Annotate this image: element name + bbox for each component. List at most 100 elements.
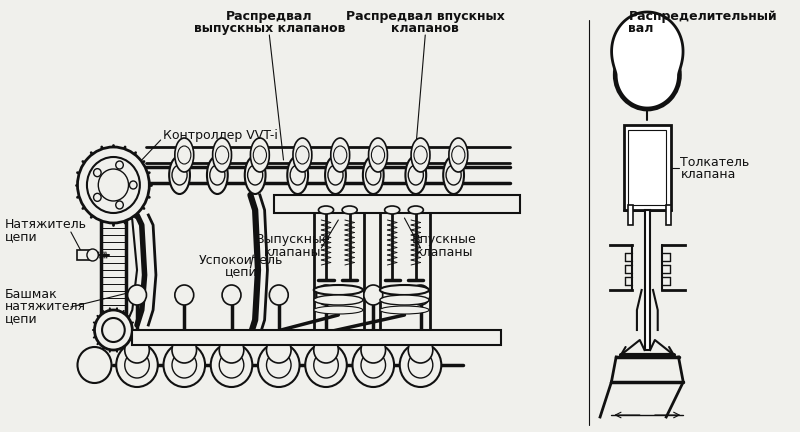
Ellipse shape (250, 138, 270, 172)
Ellipse shape (369, 138, 387, 172)
Ellipse shape (406, 156, 426, 194)
Ellipse shape (411, 138, 430, 172)
Ellipse shape (247, 165, 262, 185)
Circle shape (219, 352, 244, 378)
Polygon shape (612, 12, 683, 108)
Circle shape (87, 157, 140, 213)
Ellipse shape (296, 146, 309, 164)
Text: Успокоитель: Успокоитель (198, 254, 283, 267)
Ellipse shape (371, 146, 385, 164)
Ellipse shape (325, 156, 346, 194)
Ellipse shape (207, 156, 228, 194)
Circle shape (353, 343, 394, 387)
Text: Контроллер VVT-i: Контроллер VVT-i (162, 128, 278, 142)
Circle shape (125, 337, 150, 363)
Circle shape (87, 249, 98, 261)
Ellipse shape (213, 138, 231, 172)
Text: клапана: клапана (681, 168, 736, 181)
Circle shape (258, 343, 299, 387)
Ellipse shape (334, 146, 347, 164)
Circle shape (94, 194, 101, 201)
Circle shape (78, 147, 150, 223)
Circle shape (127, 285, 146, 305)
Circle shape (116, 343, 158, 387)
Circle shape (94, 168, 101, 177)
Circle shape (172, 352, 197, 378)
Ellipse shape (245, 156, 266, 194)
Circle shape (364, 285, 382, 305)
Ellipse shape (178, 146, 191, 164)
Ellipse shape (314, 295, 363, 305)
Circle shape (210, 343, 252, 387)
Text: Впускные: Впускные (412, 234, 477, 247)
Text: клапаны: клапаны (415, 245, 473, 258)
Ellipse shape (380, 295, 429, 305)
Bar (646, 210, 650, 350)
Circle shape (314, 337, 338, 363)
Circle shape (361, 337, 386, 363)
Ellipse shape (443, 156, 464, 194)
Circle shape (408, 337, 433, 363)
Text: Толкатель: Толкатель (681, 156, 750, 168)
Circle shape (266, 337, 291, 363)
Ellipse shape (215, 146, 229, 164)
Bar (629, 205, 633, 225)
Ellipse shape (446, 165, 461, 185)
Circle shape (116, 161, 123, 169)
Ellipse shape (342, 206, 358, 214)
Ellipse shape (287, 156, 308, 194)
Circle shape (172, 337, 197, 363)
Text: клапаны: клапаны (264, 245, 322, 258)
Text: цепи: цепи (225, 266, 258, 279)
Ellipse shape (366, 165, 381, 185)
Circle shape (130, 181, 137, 189)
Text: Выпускные: Выпускные (256, 234, 330, 247)
Circle shape (614, 40, 681, 110)
Circle shape (116, 201, 123, 209)
Circle shape (94, 310, 132, 350)
Circle shape (270, 285, 288, 305)
Bar (624, 125, 671, 210)
Text: выпускных клапанов: выпускных клапанов (194, 22, 345, 35)
Ellipse shape (314, 285, 363, 295)
Text: Натяжитель: Натяжитель (5, 219, 86, 232)
Ellipse shape (169, 156, 190, 194)
Text: Распределительный: Распределительный (629, 10, 777, 23)
Circle shape (102, 318, 125, 342)
Text: клапанов: клапанов (391, 22, 459, 35)
Circle shape (317, 285, 335, 305)
Ellipse shape (380, 306, 429, 314)
Text: цепи: цепи (5, 312, 38, 325)
Bar (78, 250, 93, 260)
Ellipse shape (408, 165, 423, 185)
Circle shape (98, 169, 129, 201)
Text: вал: вал (629, 22, 654, 35)
Ellipse shape (210, 165, 225, 185)
Text: Распредвал впускных: Распредвал впускных (346, 10, 505, 23)
Circle shape (125, 352, 150, 378)
Circle shape (314, 352, 338, 378)
Ellipse shape (330, 138, 350, 172)
Ellipse shape (328, 165, 343, 185)
Ellipse shape (314, 306, 363, 314)
Ellipse shape (452, 146, 465, 164)
Circle shape (306, 343, 347, 387)
Bar (274, 195, 520, 213)
Ellipse shape (290, 165, 306, 185)
Circle shape (266, 352, 291, 378)
Circle shape (175, 285, 194, 305)
Circle shape (219, 337, 244, 363)
Ellipse shape (175, 138, 194, 172)
Ellipse shape (172, 165, 187, 185)
Ellipse shape (363, 156, 384, 194)
Text: Башмак: Башмак (5, 289, 58, 302)
Circle shape (400, 343, 442, 387)
Bar (666, 205, 671, 225)
Circle shape (411, 285, 430, 305)
Circle shape (78, 347, 111, 383)
Ellipse shape (318, 206, 334, 214)
Ellipse shape (408, 206, 423, 214)
Circle shape (361, 352, 386, 378)
Ellipse shape (254, 146, 266, 164)
Circle shape (222, 285, 241, 305)
